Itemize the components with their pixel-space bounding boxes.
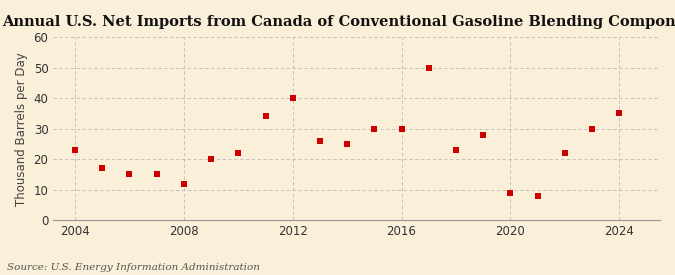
Text: Source: U.S. Energy Information Administration: Source: U.S. Energy Information Administ…: [7, 263, 260, 272]
Y-axis label: Thousand Barrels per Day: Thousand Barrels per Day: [15, 52, 28, 205]
Title: Annual U.S. Net Imports from Canada of Conventional Gasoline Blending Components: Annual U.S. Net Imports from Canada of C…: [2, 15, 675, 29]
